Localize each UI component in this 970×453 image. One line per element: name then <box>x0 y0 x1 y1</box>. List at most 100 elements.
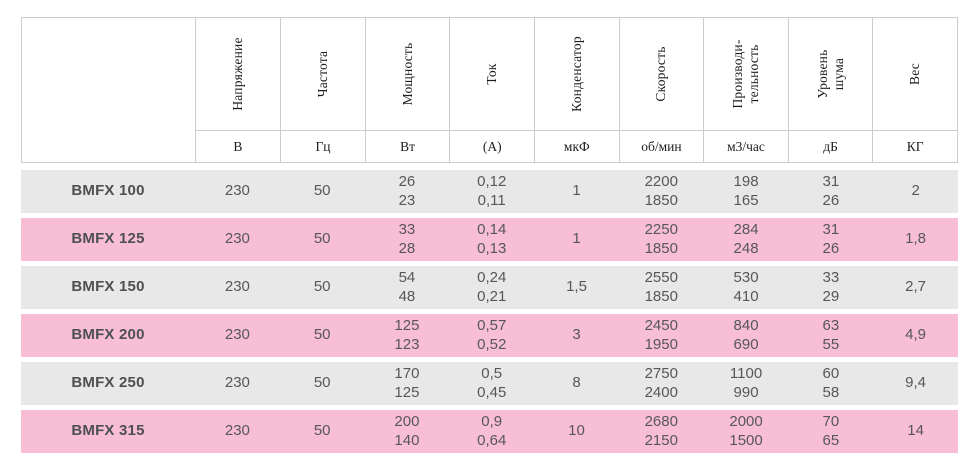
row-value-cell: 70 65 <box>822 413 840 449</box>
row-value-cell: 2,7 <box>905 278 927 296</box>
row-value-cell: 230 <box>224 326 250 344</box>
header-col-name-area: Частота <box>281 18 365 130</box>
row-value-cell: 530 410 <box>733 269 759 305</box>
row-value-cell: 1100 990 <box>729 365 763 401</box>
row-value-cell: 125 123 <box>394 317 420 353</box>
row-value-cell: 33 28 <box>398 221 416 257</box>
column-label-rotated: Ток <box>484 63 500 85</box>
column-label-rotated: Напряжение <box>229 37 245 111</box>
header-col-name-area: Уровень шума <box>789 18 873 130</box>
row-value-cell: 50 <box>313 374 331 392</box>
row-value-cell: 230 <box>224 374 250 392</box>
header-col-7: Уровень шума дБ <box>787 18 873 162</box>
row-value-cell: 0,24 0,21 <box>477 269 507 305</box>
row-value-cell: 230 <box>224 182 250 200</box>
row-value-cell: 1,8 <box>905 230 927 248</box>
row-model-label: BMFX 125 <box>71 230 145 248</box>
row-value-cell: 0,9 0,64 <box>477 413 507 449</box>
column-label-rotated: Скорость <box>653 46 669 102</box>
row-value-cell: 2250 1850 <box>644 221 678 257</box>
column-unit: дБ <box>788 130 873 162</box>
row-value-cell: 1 <box>572 182 581 200</box>
spec-table: Напряжение В Частота Гц Мощность Вт Ток (А) Конд… <box>21 17 958 453</box>
row-value-cell: 50 <box>313 278 331 296</box>
header-col-name-area: Скорость <box>620 18 704 130</box>
column-label-rotated: Уровень шума <box>814 49 846 99</box>
column-unit: В <box>195 130 281 162</box>
row-value-cell: 4,9 <box>905 326 927 344</box>
row-value-cell: 10 <box>568 422 585 440</box>
row-value-cell: 0,57 0,52 <box>477 317 507 353</box>
row-value-cell: 170 125 <box>394 365 420 401</box>
column-unit: об/мин <box>619 130 704 162</box>
row-value-cell: 0,14 0,13 <box>477 221 507 257</box>
header-col-3: Ток (А) <box>449 18 534 162</box>
row-value-cell: 198 165 <box>733 173 759 209</box>
row-value-cell: 2680 2150 <box>644 413 678 449</box>
table-row-bmfx-200: BMFX 200 230 50 125 123 0,57 0,52 3 2450 1950 8… <box>21 314 958 357</box>
row-value-cell: 2000 1500 <box>729 413 763 449</box>
column-unit: Гц <box>281 130 365 162</box>
row-value-cell: 3 <box>572 326 581 344</box>
header-col-name-area: Ток <box>450 18 534 130</box>
row-model-label: BMFX 250 <box>71 374 145 392</box>
table-row-bmfx-100: BMFX 100 230 50 26 23 0,12 0,11 1 2200 1850 198… <box>21 170 958 213</box>
column-label-rotated: Вес <box>907 63 923 85</box>
row-value-cell: 2450 1950 <box>644 317 678 353</box>
row-value-cell: 50 <box>313 230 331 248</box>
row-value-cell: 1 <box>572 230 581 248</box>
header-col-name-area: Напряжение <box>196 18 281 130</box>
row-value-cell: 50 <box>313 326 331 344</box>
row-value-cell: 26 23 <box>398 173 416 209</box>
row-value-cell: 2750 2400 <box>644 365 678 401</box>
row-value-cell: 200 140 <box>394 413 420 449</box>
row-model-label: BMFX 100 <box>71 182 145 200</box>
header-col-2: Мощность Вт <box>364 18 450 162</box>
row-model-label: BMFX 150 <box>71 278 145 296</box>
row-value-cell: 230 <box>224 230 250 248</box>
column-label-rotated: Производи- тельность <box>729 39 761 109</box>
column-unit: м3/час <box>704 130 788 162</box>
row-value-cell: 14 <box>907 422 924 440</box>
header-col-6: Производи- тельность м3/час <box>703 18 788 162</box>
table-row-bmfx-150: BMFX 150 230 50 54 48 0,24 0,21 1,5 2550 1850 5… <box>21 266 958 309</box>
header-col-name-area: Вес <box>873 18 957 130</box>
row-value-cell: 31 26 <box>822 173 840 209</box>
row-value-cell: 2550 1850 <box>644 269 678 305</box>
table-header-row: Напряжение В Частота Гц Мощность Вт Ток (А) Конд… <box>21 17 958 163</box>
row-model-label: BMFX 315 <box>71 422 145 440</box>
table-row-bmfx-315: BMFX 315 230 50 200 140 0,9 0,64 10 2680 2150 2… <box>21 410 958 453</box>
header-col-5: Скорость об/мин <box>618 18 704 162</box>
row-value-cell: 31 26 <box>822 221 840 257</box>
row-value-cell: 8 <box>572 374 581 392</box>
row-value-cell: 230 <box>224 278 250 296</box>
row-value-cell: 50 <box>313 182 331 200</box>
table-row-bmfx-250: BMFX 250 230 50 170 125 0,5 0,45 8 2750 2400 11… <box>21 362 958 405</box>
row-value-cell: 54 48 <box>398 269 416 305</box>
column-label-rotated: Мощность <box>399 42 415 106</box>
column-label-rotated: Частота <box>314 50 330 98</box>
row-value-cell: 33 29 <box>822 269 840 305</box>
row-value-cell: 0,12 0,11 <box>477 173 507 209</box>
header-col-0: Напряжение В <box>195 18 281 162</box>
row-value-cell: 284 248 <box>733 221 759 257</box>
row-value-cell: 1,5 <box>566 278 587 296</box>
row-model-label: BMFX 200 <box>71 326 145 344</box>
table-row-bmfx-125: BMFX 125 230 50 33 28 0,14 0,13 1 2250 1850 284… <box>21 218 958 261</box>
row-value-cell: 60 58 <box>822 365 840 401</box>
row-value-cell: 50 <box>313 422 331 440</box>
row-value-cell: 2 <box>911 182 920 200</box>
header-empty-corner-cell <box>22 18 196 162</box>
row-value-cell: 63 55 <box>822 317 840 353</box>
header-col-8: Вес КГ <box>872 18 957 162</box>
row-value-cell: 840 690 <box>733 317 759 353</box>
column-unit: (А) <box>450 130 534 162</box>
column-unit: Вт <box>365 130 450 162</box>
row-value-cell: 230 <box>224 422 250 440</box>
column-label-rotated: Конденсатор <box>568 36 584 112</box>
row-value-cell: 2200 1850 <box>644 173 678 209</box>
header-col-1: Частота Гц <box>280 18 365 162</box>
header-col-name-area: Мощность <box>366 18 450 130</box>
row-value-cell: 9,4 <box>905 374 927 392</box>
